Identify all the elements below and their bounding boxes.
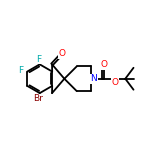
Text: O: O xyxy=(101,60,108,69)
Text: N: N xyxy=(90,74,97,83)
Text: F: F xyxy=(36,55,41,64)
Text: Br: Br xyxy=(33,94,43,103)
Text: O: O xyxy=(112,78,119,87)
Text: O: O xyxy=(59,49,66,58)
Text: F: F xyxy=(18,66,23,75)
